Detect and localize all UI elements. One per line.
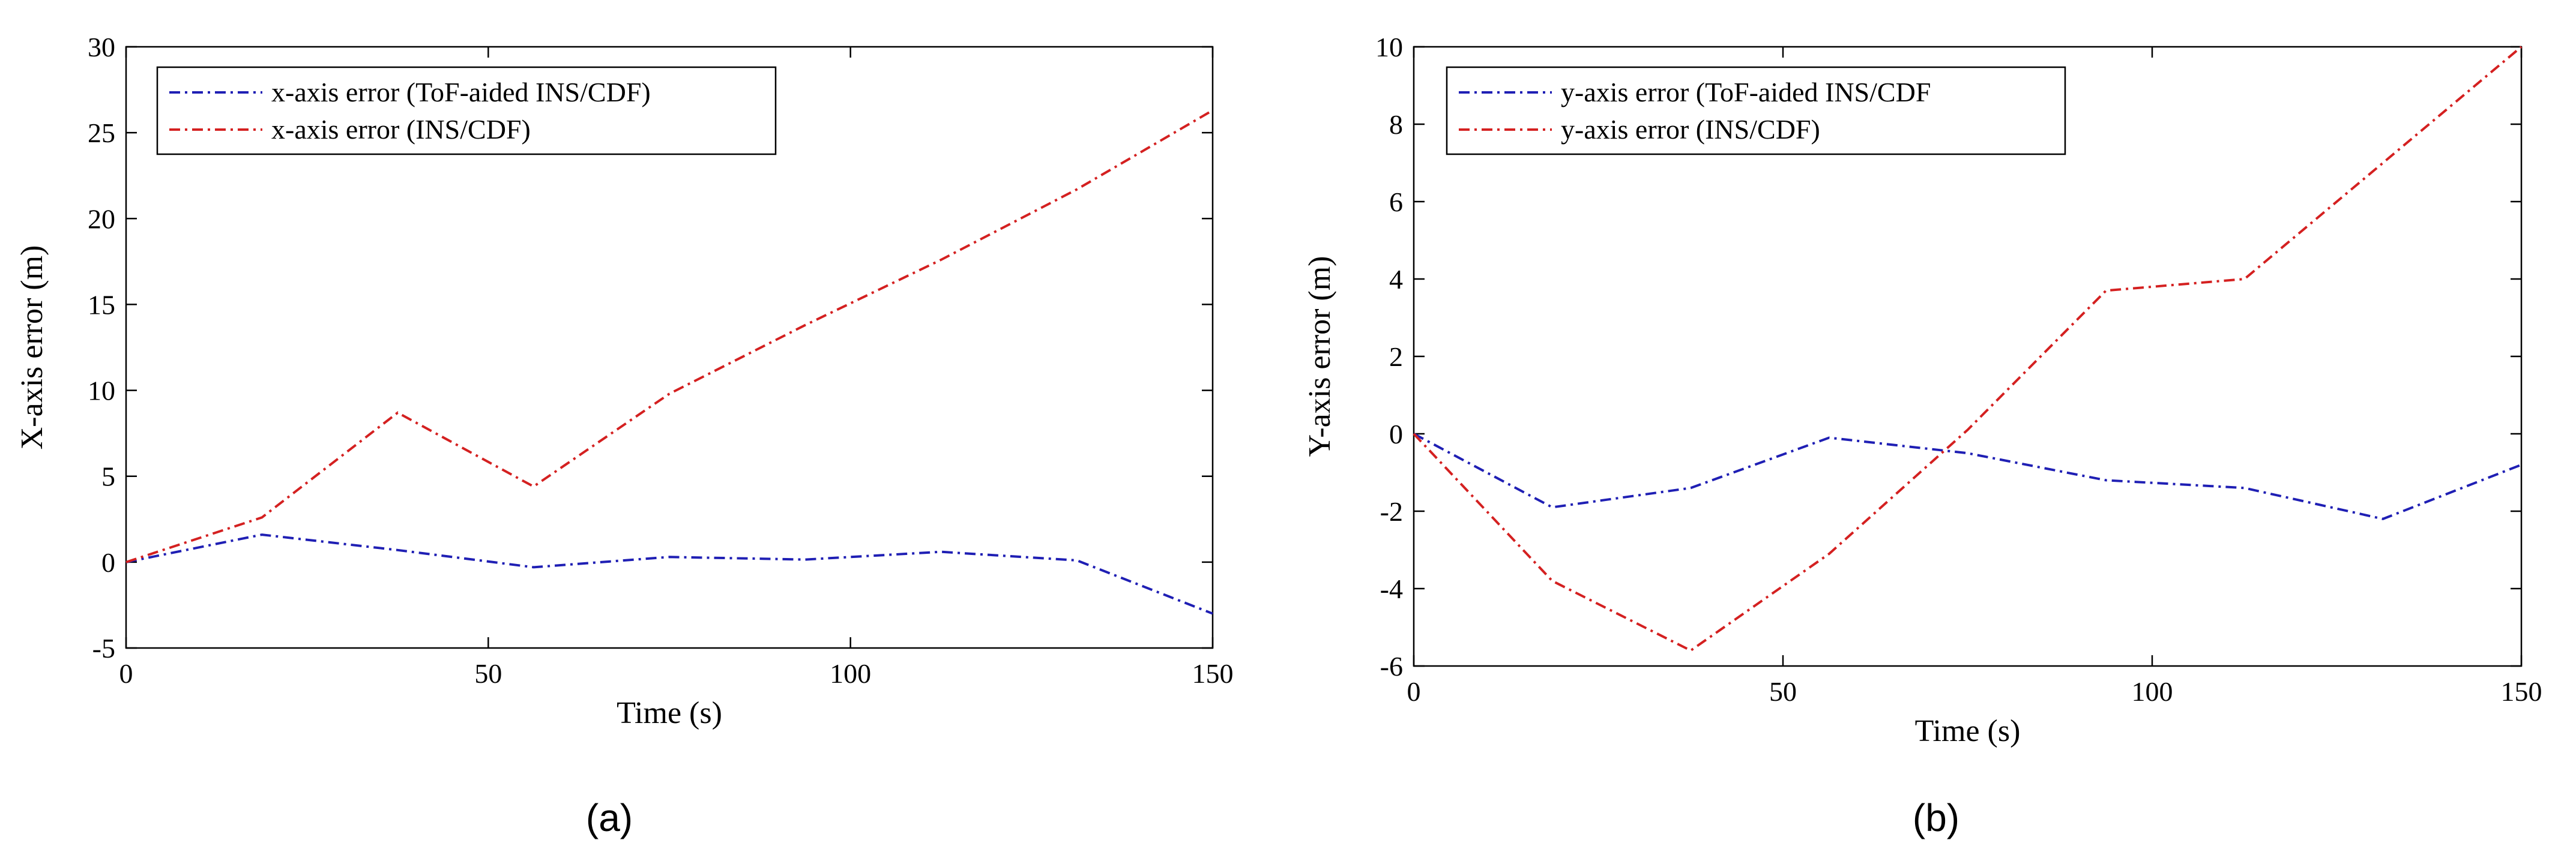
legend: x-axis error (ToF-aided INS/CDF) x-axis e… xyxy=(156,66,777,155)
y-axis-label: Y-axis error (m) xyxy=(1303,256,1337,457)
y-tick-label: -6 xyxy=(1380,651,1403,682)
x-tick-label: 100 xyxy=(830,658,871,689)
y-tick-label: 6 xyxy=(1389,187,1403,217)
y-tick-label: 25 xyxy=(88,118,115,148)
legend-entry: x-axis error (ToF-aided INS/CDF) xyxy=(271,77,651,107)
y-tick-label: 5 xyxy=(101,461,115,492)
y-tick-label: 0 xyxy=(101,547,115,578)
panel-caption: (b) xyxy=(1913,796,1959,839)
y-tick-label: 2 xyxy=(1389,341,1403,372)
legend-frame xyxy=(1446,66,2066,155)
x-axis-label: Time (s) xyxy=(617,696,722,730)
plot-area-frame xyxy=(125,46,1214,649)
y-tick-label: 0 xyxy=(1389,419,1403,449)
y-tick-label: 4 xyxy=(1389,264,1403,295)
x-tick-label: 50 xyxy=(474,658,502,689)
y-tick-label: 8 xyxy=(1389,109,1403,140)
legend-entry: y-axis error (INS/CDF) xyxy=(1561,114,1820,145)
y-axis-label: X-axis error (m) xyxy=(15,245,49,450)
y-tick-label: -4 xyxy=(1380,574,1403,604)
x-tick-label: 50 xyxy=(1769,676,1797,707)
y-tick-label: 30 xyxy=(88,32,115,62)
x-tick-label: 0 xyxy=(1407,676,1421,707)
series-line-ins-cdf xyxy=(125,109,1214,563)
y-tick-label: 15 xyxy=(88,289,115,320)
legend-entry: x-axis error (INS/CDF) xyxy=(271,114,531,145)
panel-caption: (a) xyxy=(586,796,633,839)
legend: y-axis error (ToF-aided INS/CDF y-axis er… xyxy=(1446,66,2066,155)
legend-frame xyxy=(156,66,777,155)
y-tick-label: -2 xyxy=(1380,496,1403,527)
y-tick-label: -5 xyxy=(92,633,115,664)
y-tick-label: 10 xyxy=(1375,32,1403,62)
series-line-tof-aided xyxy=(125,533,1213,615)
x-tick-label: 0 xyxy=(119,658,133,689)
y-tick-label: 10 xyxy=(88,376,115,406)
x-axis-label: Time (s) xyxy=(1915,714,2021,748)
legend-entry: y-axis error (ToF-aided INS/CDF xyxy=(1561,77,1931,107)
x-tick-label: 150 xyxy=(1192,658,1234,689)
series-line-tof-aided xyxy=(1413,433,2522,520)
x-tick-label: 150 xyxy=(2501,676,2542,707)
chart-panel-b: 0 50 100 150 -6 -4 -2 0 2 4 6 8 10 Time (s) Y-axis err… xyxy=(1303,32,2542,839)
x-tick-label: 100 xyxy=(2132,676,2173,707)
y-tick-label: 20 xyxy=(88,203,115,234)
